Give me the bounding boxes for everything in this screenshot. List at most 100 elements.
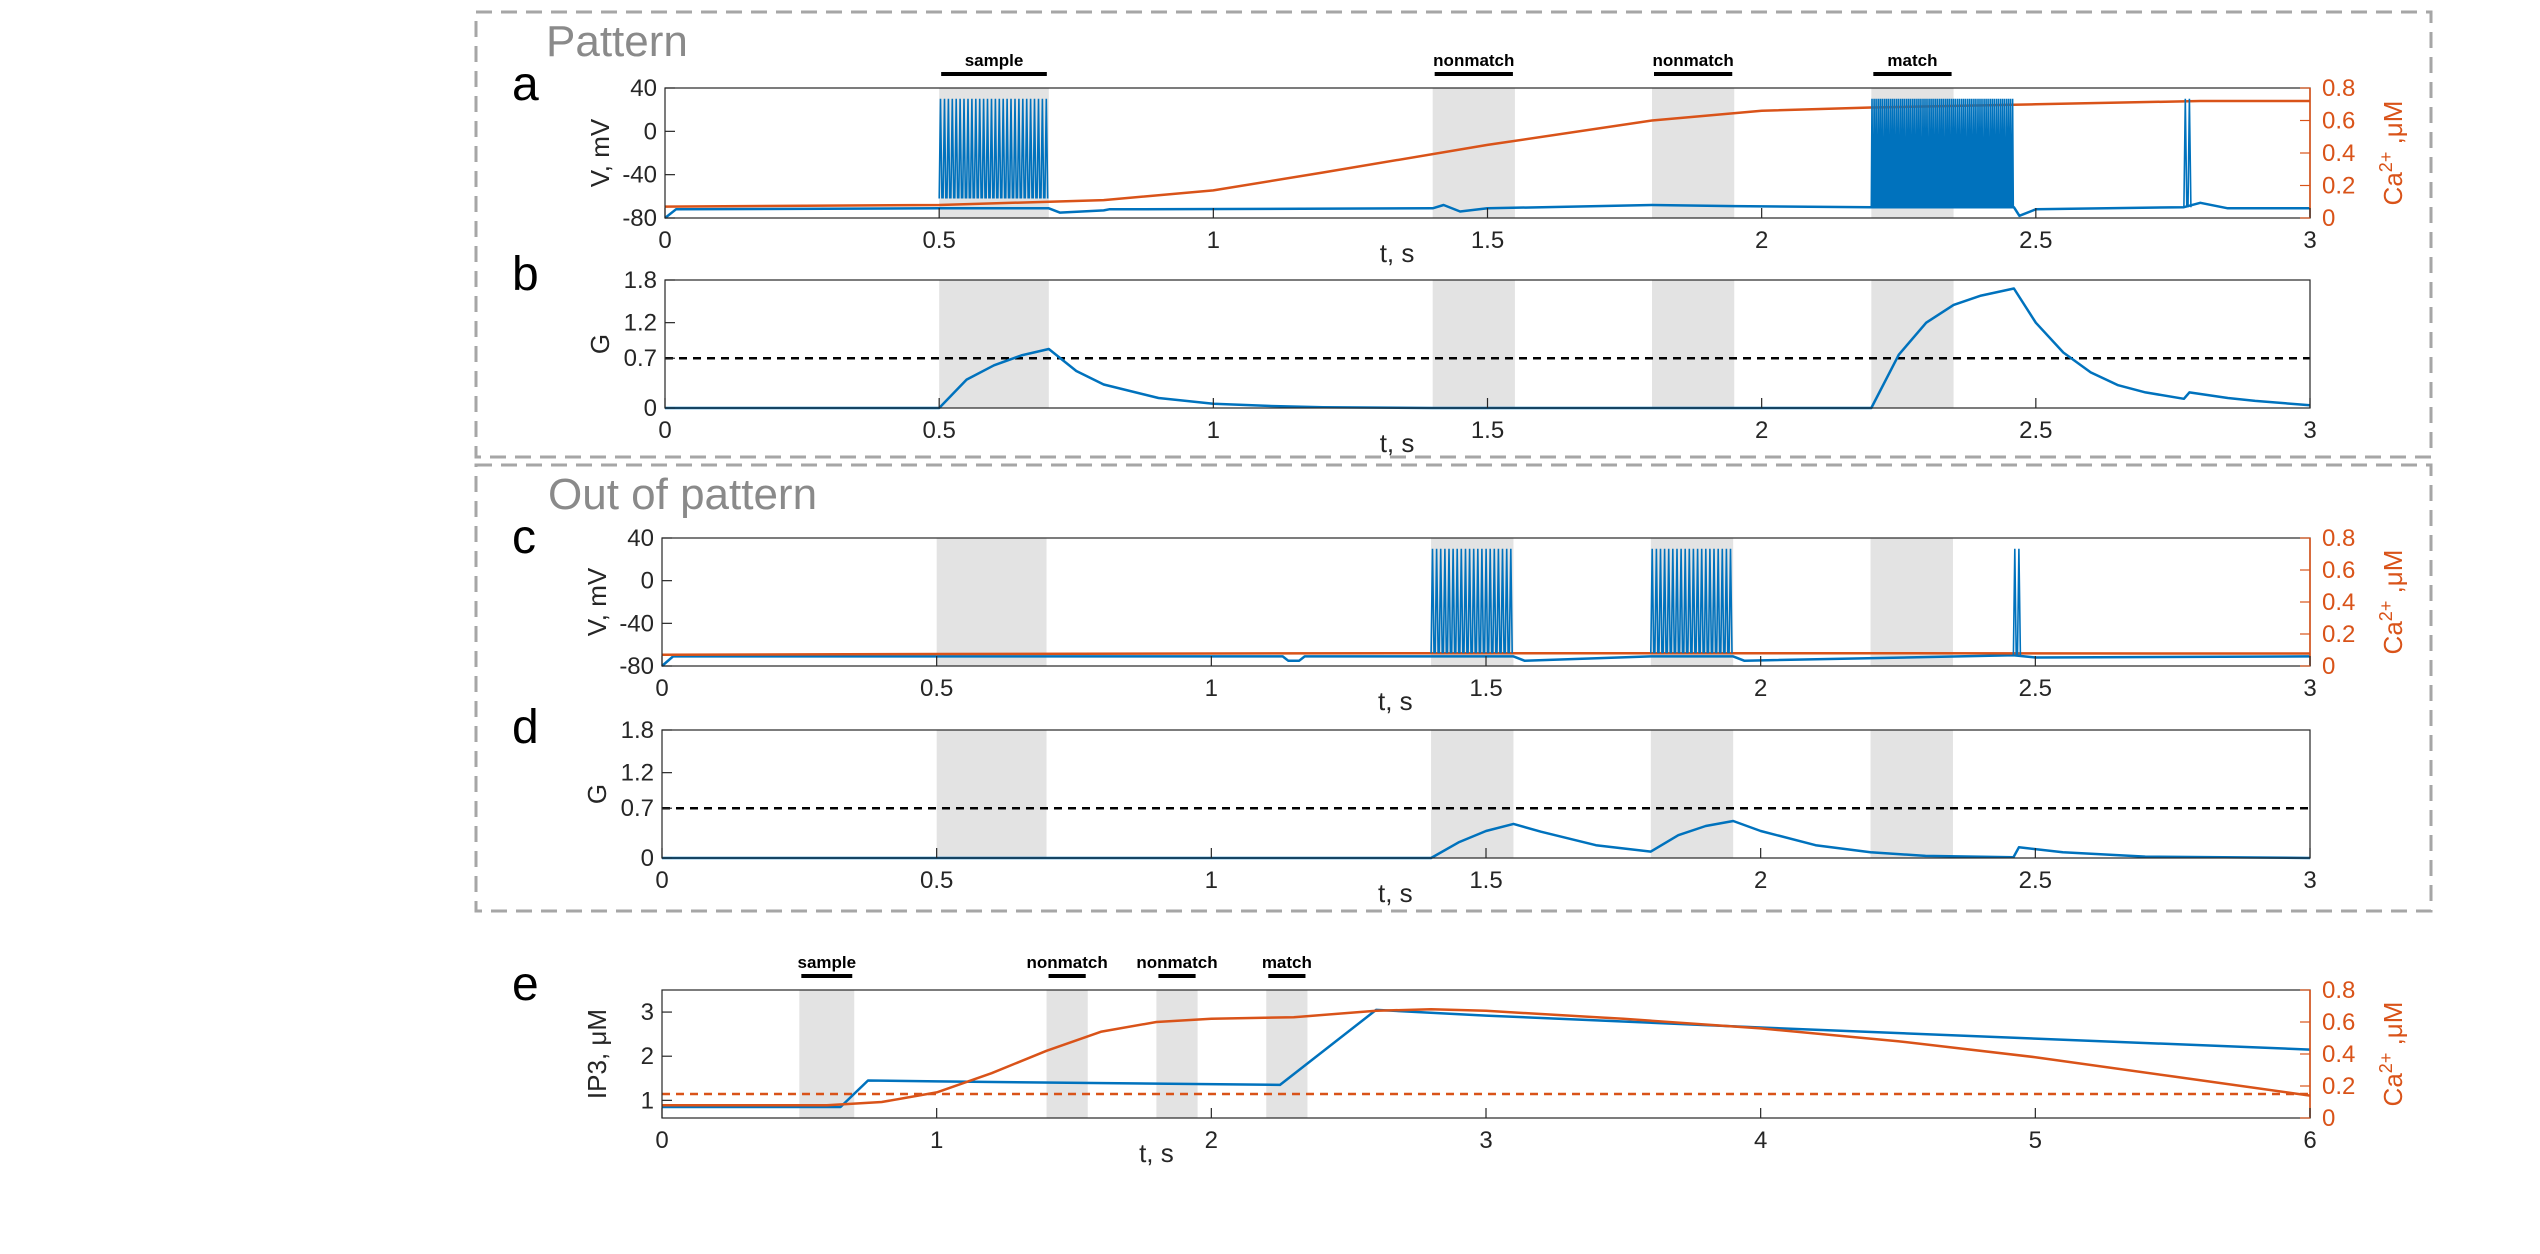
panel-letter-e: e <box>512 958 539 1011</box>
x-tick-label: 4 <box>1754 1127 1767 1154</box>
y-tick-label: 1.8 <box>624 267 657 294</box>
x-tick-label: 0 <box>655 867 668 894</box>
y2-tick-label: 0.8 <box>2322 75 2355 102</box>
y2-label-main: Ca <box>2378 1073 2408 1107</box>
y2-tick-label: 0.8 <box>2322 525 2355 552</box>
y2-tick-label: 0 <box>2322 1105 2335 1132</box>
series-v-line <box>664 201 2310 219</box>
stimulus-shade <box>1046 990 1088 1118</box>
y-tick-label: 1.8 <box>621 717 654 744</box>
group-boxes <box>474 10 2433 913</box>
x-axis-label: t, s <box>1139 1138 1174 1168</box>
y-axis-label: IP3, μM <box>582 1009 612 1099</box>
y2-tick-label: 0.6 <box>2322 108 2355 135</box>
x-tick-label: 3 <box>2303 867 2316 894</box>
stimulus-shade <box>1432 280 1515 408</box>
y-tick-label: 1 <box>641 1087 654 1114</box>
stimulus-shade <box>1652 280 1735 408</box>
stimulus-label: sample <box>965 51 1024 70</box>
x-tick-label: 3 <box>1479 1127 1492 1154</box>
pattern-title: Pattern <box>546 17 688 66</box>
stimulus-label: match <box>1887 51 1937 70</box>
y-axis-label: G <box>582 784 612 804</box>
panel-letter-b: b <box>512 248 539 301</box>
y2-tick-label: 0.2 <box>2322 173 2355 200</box>
panel-letter-a: a <box>512 58 539 111</box>
y-tick-label: -40 <box>619 610 654 637</box>
y2-tick-label: 0.4 <box>2322 1041 2355 1068</box>
y-axis-label: G <box>585 334 615 354</box>
x-tick-label: 0 <box>658 417 671 444</box>
y-tick-label: 0.7 <box>621 795 654 822</box>
x-tick-label: 2 <box>1205 1127 1218 1154</box>
y2-label-sup: 2+ <box>2376 152 2396 173</box>
x-tick-label: 3 <box>2303 227 2316 254</box>
y-tick-label: 0 <box>644 118 657 145</box>
y2-label-sup: 2+ <box>2376 1053 2396 1074</box>
x-tick-label: 2 <box>1754 675 1767 702</box>
x-tick-label: 0 <box>658 227 671 254</box>
x-tick-label: 0.5 <box>922 227 955 254</box>
stimulus-shade <box>1652 88 1735 218</box>
stimulus-shade <box>1156 990 1198 1118</box>
stimulus-shade <box>1431 730 1514 858</box>
x-axis-label: t, s <box>1378 686 1413 716</box>
y-axis-label: V, mV <box>582 567 612 636</box>
y2-label-unit: ,μM <box>2378 550 2408 601</box>
pattern-group-box <box>474 10 2433 459</box>
y2-axis-label: Ca2+ ,μM <box>2376 101 2408 206</box>
y2-tick-label: 0.2 <box>2322 621 2355 648</box>
stimulus-label: nonmatch <box>1136 953 1217 972</box>
y-tick-label: 0 <box>641 568 654 595</box>
spike-train <box>2183 98 2192 208</box>
panel-letter-d: d <box>512 701 539 754</box>
y2-label-unit: ,μM <box>2378 1002 2408 1053</box>
x-axis-label: t, s <box>1378 878 1413 908</box>
x-tick-label: 0.5 <box>922 417 955 444</box>
stimulus-shade <box>799 990 855 1118</box>
stimulus-shade <box>1870 538 1953 666</box>
x-tick-label: 1.5 <box>1471 417 1504 444</box>
spike-train <box>2012 548 2022 656</box>
y2-label-sup: 2+ <box>2376 601 2396 622</box>
plots: sample nonmatch nonmatch match 0 0.5 1 1.5 2 2.5 3… <box>582 51 2408 1168</box>
series-ca2--line <box>662 1007 2311 1107</box>
x-tick-label: 2 <box>1755 227 1768 254</box>
x-tick-label: 2.5 <box>2019 227 2052 254</box>
spike-train <box>1870 98 2015 208</box>
y-tick-label: 3 <box>641 999 654 1026</box>
y2-axis-label: Ca2+ ,μM <box>2376 1002 2408 1107</box>
series-g-line <box>665 287 2311 410</box>
stimulus-label: match <box>1262 953 1312 972</box>
y2-tick-label: 0.2 <box>2322 1073 2355 1100</box>
x-tick-label: 1 <box>930 1127 943 1154</box>
y2-label-main: Ca <box>2378 621 2408 655</box>
stimulus-label: nonmatch <box>1027 953 1108 972</box>
y2-axis-label: Ca2+ ,μM <box>2376 550 2408 655</box>
x-tick-label: 0 <box>655 675 668 702</box>
y2-tick-label: 0 <box>2322 205 2335 232</box>
series-g-line <box>662 819 2311 860</box>
stimulus-shade <box>1266 990 1308 1118</box>
y2-tick-label: 0.4 <box>2322 589 2355 616</box>
series-ip3-line <box>662 1008 2311 1109</box>
stimulus-label: nonmatch <box>1653 51 1734 70</box>
x-tick-label: 0 <box>655 1127 668 1154</box>
series-v-line <box>661 654 2311 667</box>
panel-letter-c: c <box>512 511 536 564</box>
panel-a: sample nonmatch nonmatch match 0 0.5 1 1.5 2 2.5 3… <box>585 51 2408 268</box>
y-tick-label: 1.2 <box>621 760 654 787</box>
y2-tick-label: 0.8 <box>2322 977 2355 1004</box>
y-tick-label: -80 <box>622 205 657 232</box>
x-axis-label: t, s <box>1380 428 1415 458</box>
x-tick-label: 3 <box>2303 675 2316 702</box>
series-ca2--line <box>664 99 2310 208</box>
x-tick-label: 1 <box>1205 867 1218 894</box>
stimulus-label: nonmatch <box>1433 51 1514 70</box>
x-tick-label: 0.5 <box>920 675 953 702</box>
spike-train <box>938 98 1049 199</box>
x-tick-label: 1 <box>1205 675 1218 702</box>
x-tick-label: 1 <box>1207 227 1220 254</box>
stimulus-shade <box>939 280 1049 408</box>
